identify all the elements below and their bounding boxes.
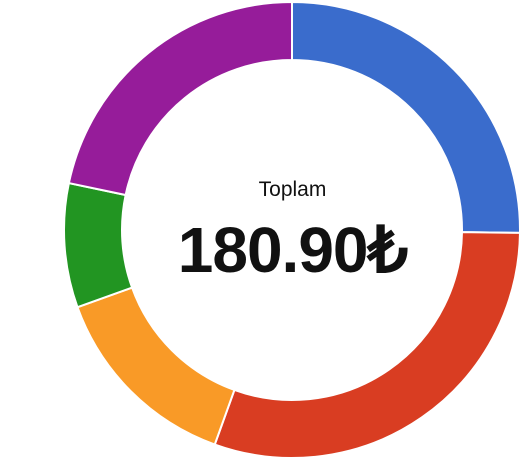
donut-slice-3 [76,286,236,446]
total-value: 180.90₺ [177,214,408,286]
donut-slice-2 [213,231,521,459]
donut-slices [63,0,521,459]
total-label: Toplam [258,178,327,201]
donut-slice-5 [67,0,293,197]
